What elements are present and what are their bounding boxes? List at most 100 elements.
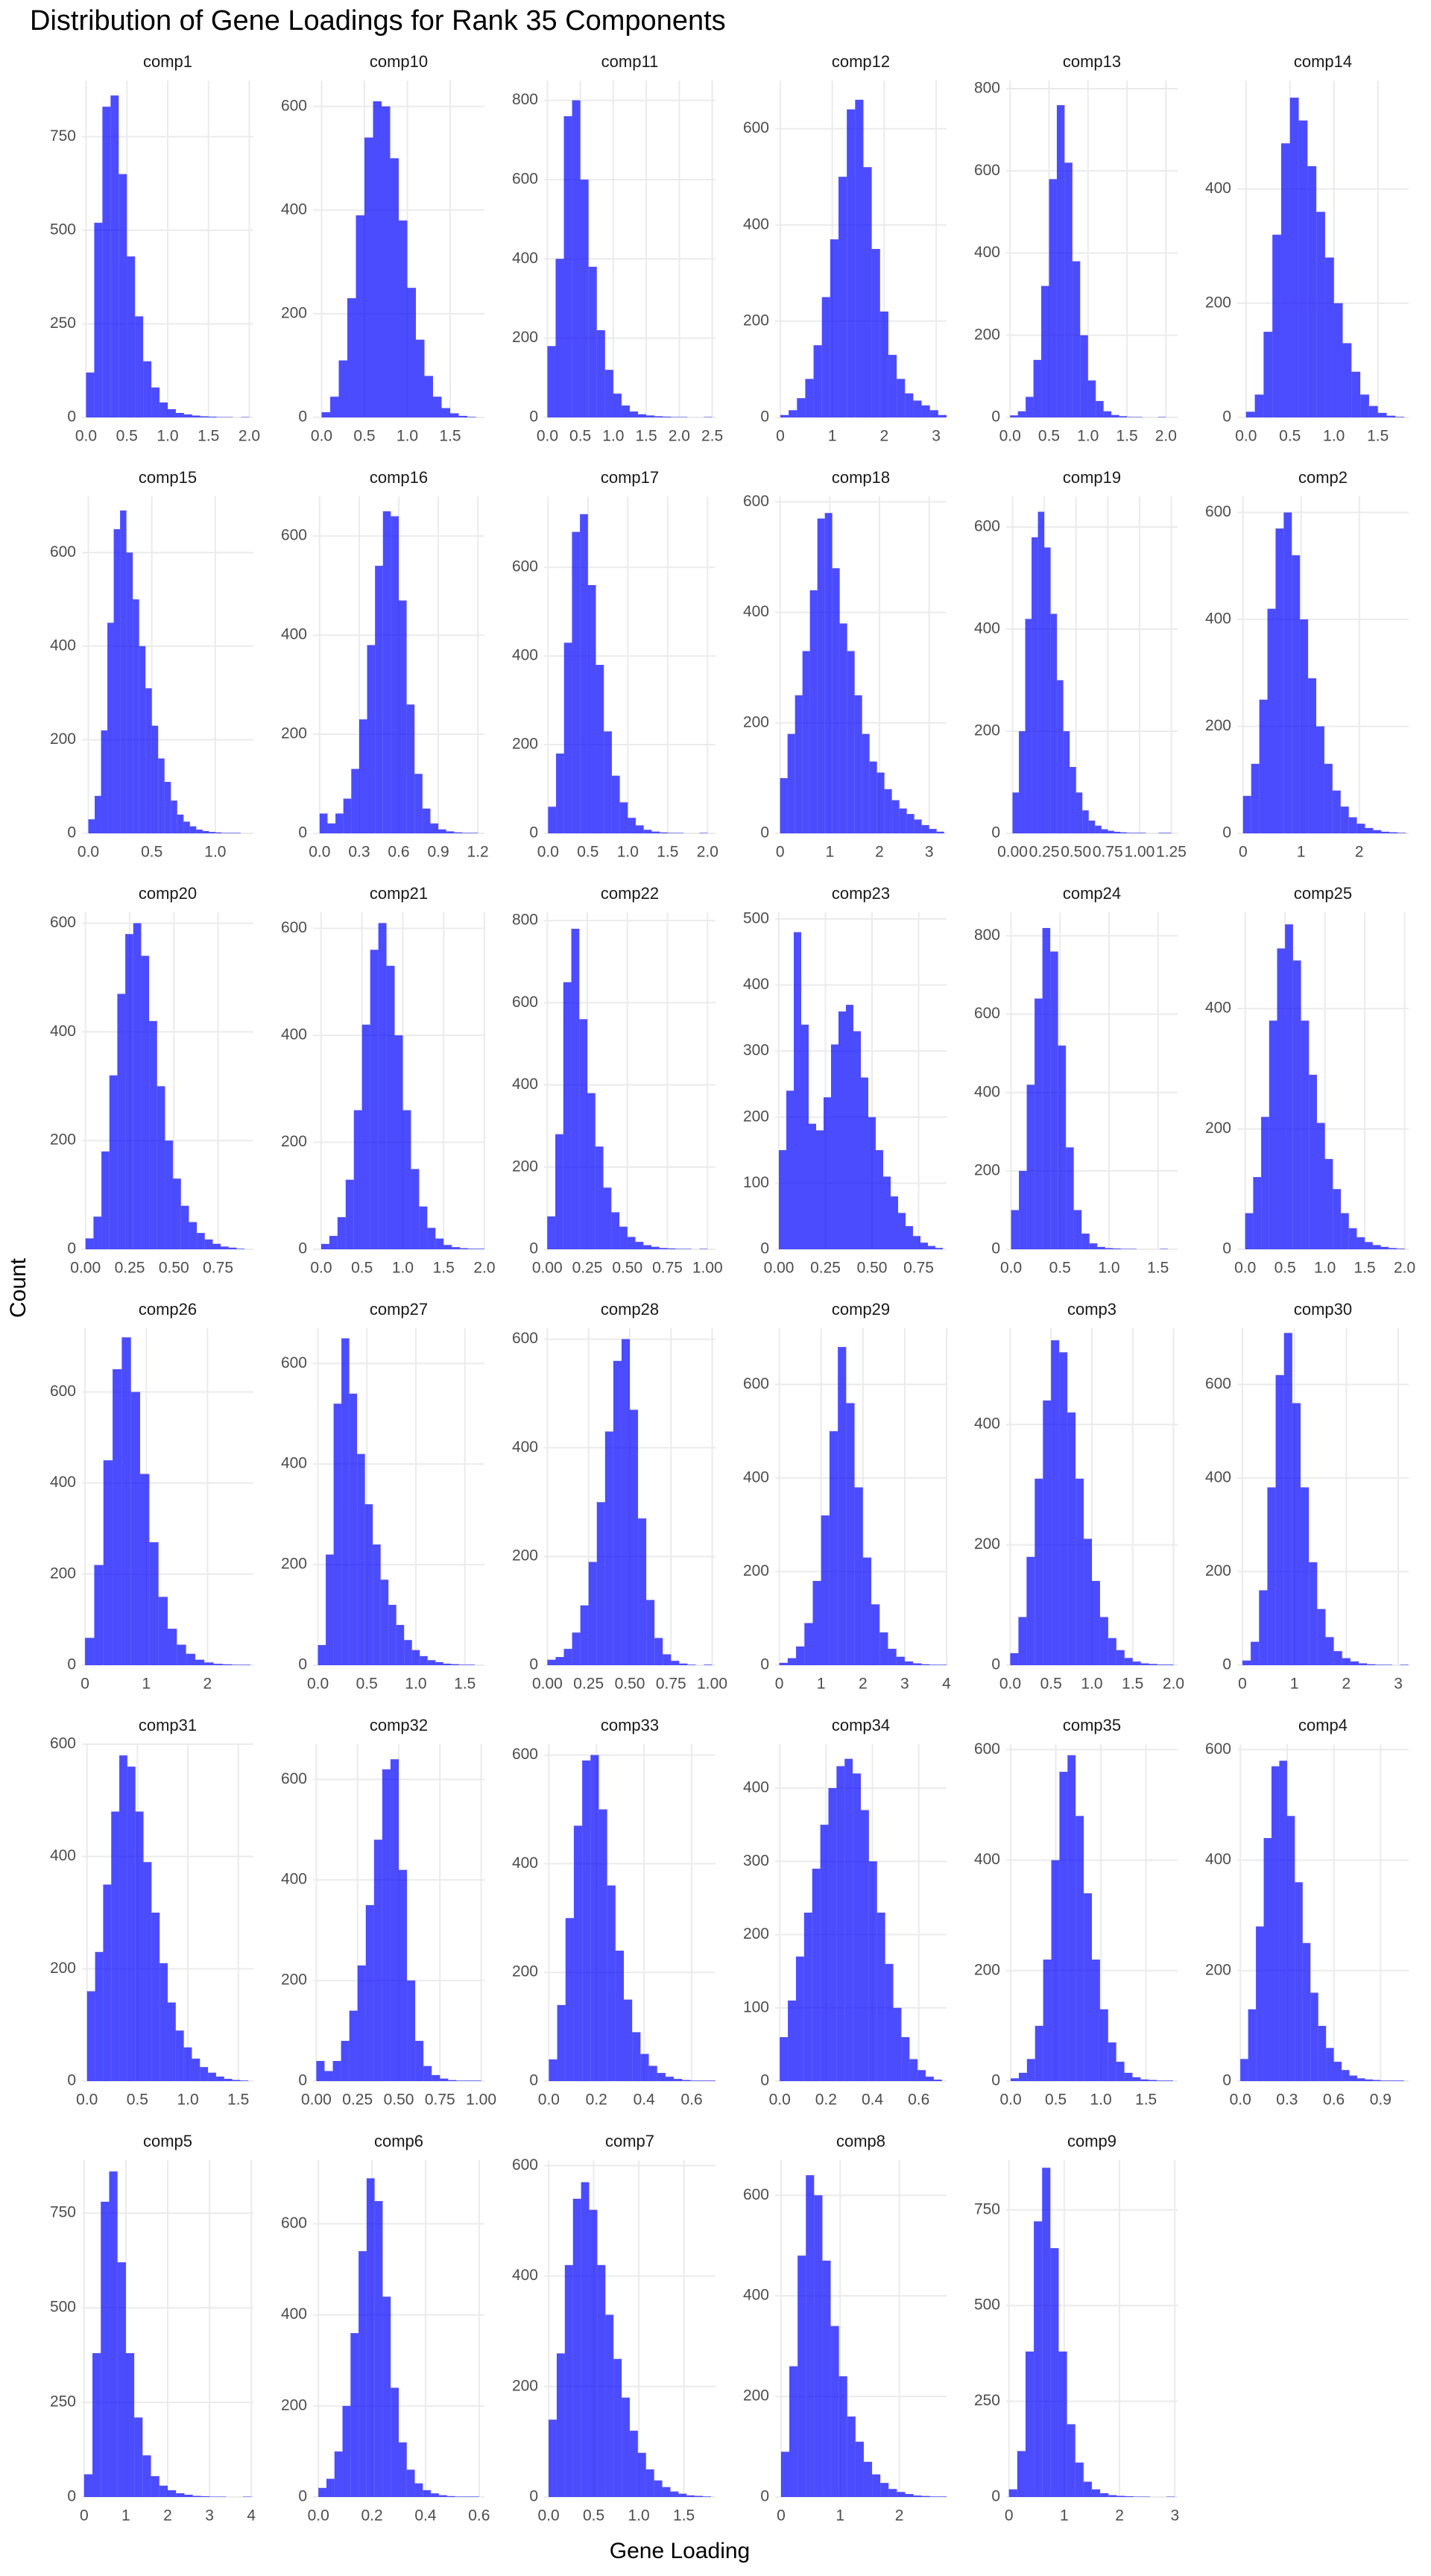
x-tick-label: 1.5: [1122, 1676, 1143, 1693]
histogram-bar: [679, 1663, 688, 1665]
histogram-bar: [643, 830, 652, 833]
histogram-bar: [407, 1980, 416, 2081]
histogram-bar: [789, 410, 797, 417]
histogram-bar: [373, 1840, 382, 2081]
histogram-bar: [1120, 1248, 1129, 1249]
histogram-bar: [638, 1518, 647, 1665]
histogram-bar: [1348, 817, 1357, 833]
panel-title: comp21: [370, 884, 428, 903]
histogram-bar: [159, 1963, 168, 2081]
histogram-bar: [168, 408, 176, 417]
y-tick-label: 400: [1205, 610, 1231, 628]
x-tick-label: 2.0: [669, 428, 690, 445]
histogram-bar: [690, 2080, 699, 2081]
histogram-bar: [212, 1243, 221, 1249]
histogram-bar: [367, 645, 376, 833]
x-tick-label: 0: [776, 844, 785, 861]
histogram-bar: [671, 1661, 680, 1665]
y-tick-label: 400: [743, 1468, 769, 1486]
histogram-bar: [1316, 726, 1324, 833]
histogram-bar: [1356, 1237, 1365, 1249]
histogram-bar: [871, 249, 880, 417]
histogram-bar: [1165, 1664, 1174, 1665]
x-tick-label: 1.0: [405, 1676, 426, 1693]
y-tick-label: 200: [743, 312, 769, 329]
histogram-bar: [831, 1044, 838, 1249]
histogram-bar: [1309, 1074, 1317, 1249]
y-tick-label: 400: [1205, 1851, 1231, 1868]
y-tick-label: 800: [512, 912, 538, 929]
y-tick-label: 0: [67, 1656, 76, 1673]
y-tick-label: 200: [1205, 294, 1231, 311]
histogram-bar: [879, 1632, 888, 1665]
histogram-bar: [1380, 1246, 1389, 1249]
histogram-bar: [929, 2496, 938, 2497]
x-tick-label: 0.0: [76, 2092, 98, 2109]
y-tick-label: 0: [760, 2488, 769, 2505]
histogram-bar: [113, 528, 121, 833]
y-tick-label: 0: [529, 2488, 538, 2505]
x-tick-label: 3: [205, 2507, 214, 2525]
x-tick-label: 0.50: [857, 1260, 888, 1277]
histogram-bar: [1113, 1248, 1121, 1249]
histogram-bar: [414, 774, 423, 833]
histogram-bar: [917, 2070, 926, 2081]
histogram-bar: [1357, 2078, 1365, 2081]
y-tick-label: 200: [50, 1565, 76, 1582]
histogram-bar: [1254, 394, 1264, 417]
histogram-bar: [1084, 1538, 1092, 1665]
histogram-bar: [1099, 2009, 1108, 2081]
histogram-bar: [1368, 405, 1378, 417]
histogram-bar: [1166, 2496, 1175, 2497]
histogram-bar: [1099, 1617, 1108, 1665]
histogram-bar: [1116, 1650, 1125, 1665]
histogram-bar: [1251, 763, 1260, 833]
histogram-bar: [797, 2255, 806, 2497]
x-tick-label: 2.5: [701, 428, 723, 445]
histogram-bar: [1026, 1556, 1035, 1665]
y-tick-label: 400: [974, 244, 1000, 261]
histogram-bar: [366, 2178, 375, 2497]
histogram-bar: [195, 1659, 205, 1665]
histogram-bar: [318, 1645, 326, 1665]
histogram-bar: [686, 2495, 695, 2497]
histogram-bar: [1350, 1661, 1359, 1665]
y-tick-label: 200: [1205, 1120, 1231, 1137]
histogram-bar: [164, 781, 171, 833]
y-tick-label: 500: [743, 909, 769, 926]
x-tick-label: 2.0: [238, 428, 260, 445]
histogram-bar: [373, 101, 382, 418]
y-tick-label: 600: [50, 543, 76, 561]
histogram-bar: [557, 2004, 566, 2081]
y-tick-label: 200: [743, 713, 769, 730]
histogram-bar: [830, 239, 839, 417]
x-tick-label: 0.9: [1370, 2092, 1391, 2109]
panel-title: comp1: [143, 52, 192, 71]
histogram-bar: [795, 695, 803, 833]
y-tick-label: 400: [281, 2305, 307, 2323]
histogram-bar: [1075, 1816, 1084, 2081]
y-tick-label: 200: [743, 1925, 769, 1942]
histogram-bar: [928, 1246, 935, 1249]
histogram-bar: [906, 814, 914, 833]
y-tick-label: 600: [1205, 503, 1231, 520]
x-tick-label: 0.50: [384, 2092, 414, 2109]
panel-title: comp18: [832, 468, 890, 487]
histogram-bar: [779, 1150, 786, 1249]
histogram-bar: [632, 2032, 641, 2081]
histogram-bar: [1075, 792, 1083, 833]
y-tick-label: 600: [281, 97, 307, 114]
y-tick-label: 400: [281, 1026, 307, 1044]
histogram-bar: [221, 1246, 229, 1249]
histogram-bar: [242, 2496, 252, 2497]
histogram-bar: [88, 819, 95, 833]
histogram-bar: [357, 1453, 365, 1665]
histogram-bar: [555, 1134, 563, 1249]
histogram-bar: [101, 2201, 110, 2497]
histogram-bar: [95, 795, 101, 833]
y-tick-label: 600: [974, 518, 1000, 535]
histogram-bar: [102, 107, 111, 417]
histogram-bar: [435, 1238, 444, 1249]
histogram-bar: [563, 1649, 572, 1665]
panel-title: comp29: [832, 1300, 890, 1319]
